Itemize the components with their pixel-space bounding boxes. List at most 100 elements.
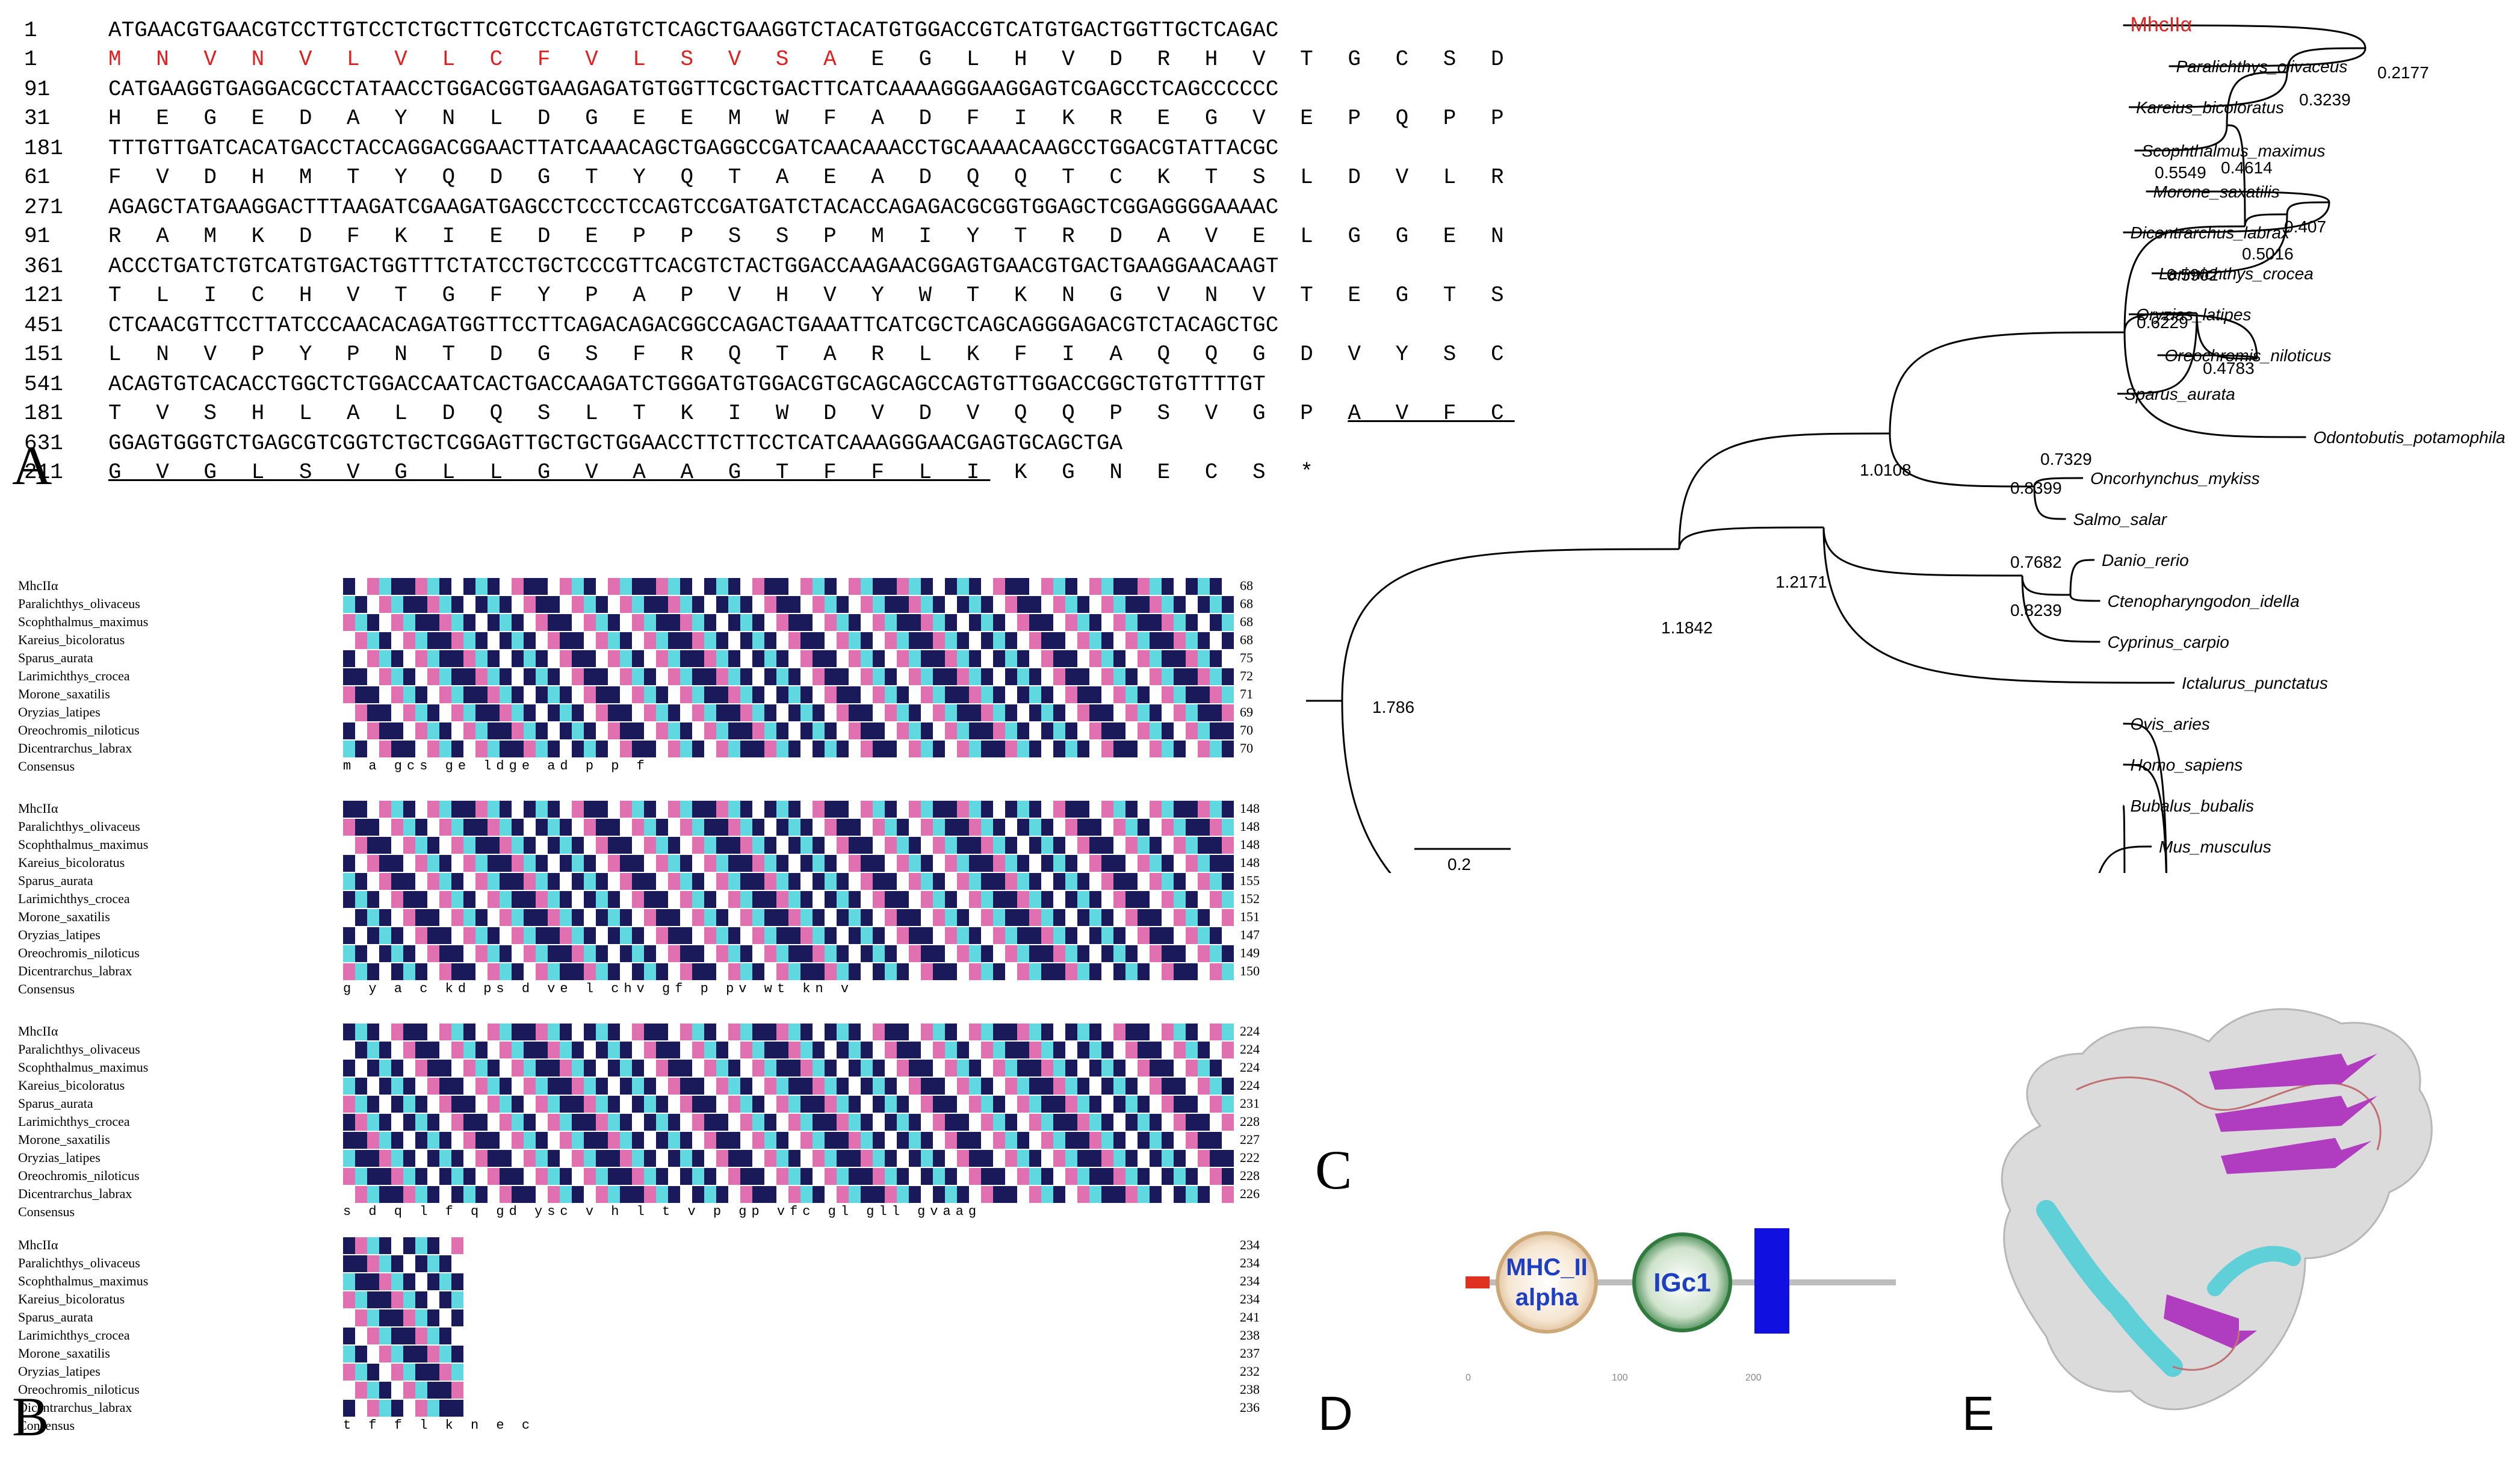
- alignment-end-position: 150: [1240, 963, 1260, 978]
- alignment-row: Dicentrarchus_labrax 70: [18, 741, 1282, 759]
- consensus-label: Consensus: [18, 1418, 75, 1433]
- seq-row: 91 CATGAAGGTGAGGACGCCTATAACCTGGACGGTGAAGA…: [24, 77, 1279, 102]
- alignment-row: Oreochromis_niloticus 228: [18, 1168, 1282, 1186]
- alignment-sequence-track: [343, 819, 1234, 836]
- tree-svg: MhcIIα Paralichthys_olivaceus Kareius_bico…: [1306, 13, 2506, 1009]
- species-name: Dicentrarchus_labrax: [18, 963, 132, 978]
- taxon-label: Odontobutis_potamophila: [2314, 428, 2506, 447]
- panel-b-alignment: MhcIIα 68 Paralichthys_olivaceus 68 Scophtha…: [0, 578, 1294, 1454]
- alignment-end-position: 236: [1240, 1400, 1260, 1415]
- alignment-row: Oryzias_latipes 222: [18, 1150, 1282, 1168]
- species-name: Oreochromis_niloticus: [18, 1168, 140, 1183]
- alignment-end-position: 149: [1240, 945, 1260, 960]
- branch-support-value: 0.4614: [2221, 158, 2273, 177]
- alignment-sequence-track: [343, 668, 1234, 685]
- taxon-label: Danio_rerio: [2102, 551, 2189, 570]
- alignment-row: Paralichthys_olivaceus 148: [18, 819, 1282, 837]
- species-name: MhcIIα: [18, 1237, 58, 1252]
- alignment-block: MhcIIα 234 Paralichthys_olivaceus 234 Scopht…: [18, 1237, 1282, 1436]
- axis-tick-100: 100: [1612, 1373, 1628, 1383]
- tree-branch: [1889, 433, 2035, 488]
- seq-row: 361 ACCCTGATCTGTCATGTGACTGGTTTCTATCCTGCTC…: [24, 254, 1279, 279]
- panel-a-sequence: 1 ATGAACGTGAACGTCCTTGTCCTCTGCTTCGTCCTCAGT…: [0, 0, 1504, 518]
- seq-row: 181 TTTGTTGATCACATGACCTACCAGGACGGAACTTATC…: [24, 136, 1279, 161]
- alignment-row: Scophthalmus_maximus 148: [18, 837, 1282, 855]
- alignment-sequence-track: [343, 1273, 463, 1290]
- seq-row: 1 ATGAACGTGAACGTCCTTGTCCTCTGCTTCGTCCTCAGT…: [24, 18, 1279, 43]
- species-name: Kareius_bicoloratus: [18, 632, 125, 647]
- alignment-row: Kareius_bicoloratus 234: [18, 1291, 1282, 1309]
- alignment-end-position: 222: [1240, 1150, 1260, 1165]
- alignment-sequence-track: [343, 1168, 1234, 1185]
- igc1-label: IGc1: [1653, 1268, 1710, 1297]
- alignment-end-position: 231: [1240, 1096, 1260, 1111]
- species-name: Larimichthys_crocea: [18, 1328, 130, 1343]
- alignment-end-position: 228: [1240, 1168, 1260, 1183]
- alignment-sequence-track: [343, 1096, 1234, 1113]
- tree-branch: [2021, 575, 2071, 596]
- alpha-helix-1: [2036, 1200, 2183, 1377]
- seq-row: 61 F V D H M T Y Q D G T Y Q T A E A D Q …: [24, 165, 1515, 190]
- alignment-row: Morone_saxatilis 237: [18, 1346, 1282, 1364]
- alignment-row: Dicentrarchus_labrax 226: [18, 1186, 1282, 1204]
- consensus-label: Consensus: [18, 1204, 75, 1219]
- species-name: Oryzias_latipes: [18, 927, 101, 942]
- alignment-end-position: 234: [1240, 1273, 1260, 1288]
- panel-label-a: A: [12, 435, 52, 496]
- alignment-sequence-track: [343, 873, 1234, 890]
- alignment-row: Scophthalmus_maximus 234: [18, 1273, 1282, 1291]
- alignment-sequence-track: [343, 1132, 1234, 1149]
- tree-branch: [2244, 213, 2288, 227]
- scale-bar-label: 0.2: [1447, 855, 1471, 873]
- alignment-end-position: 237: [1240, 1346, 1260, 1361]
- species-name: Sparus_aurata: [18, 873, 93, 888]
- alignment-row: Larimichthys_crocea 152: [18, 891, 1282, 909]
- alignment-row: MhcIIα 224: [18, 1024, 1282, 1042]
- species-name: Paralichthys_olivaceus: [18, 596, 140, 611]
- tree-branch: [2087, 845, 2152, 988]
- panel-label-e: E: [1962, 1387, 1994, 1440]
- alignment-sequence-track: [343, 1291, 463, 1308]
- alignment-end-position: 155: [1240, 873, 1260, 888]
- alignment-sequence-track: [343, 963, 1234, 980]
- mhc-ii-alpha-label-line1: MHC_II: [1506, 1254, 1588, 1281]
- coil-loop-2: [2172, 1330, 2240, 1371]
- alignment-sequence-track: [343, 1114, 1234, 1131]
- branch-support-value: 0.5902: [2167, 266, 2218, 284]
- igc1-domain: [1632, 1232, 1732, 1332]
- taxon-label: MhcIIα: [2131, 13, 2193, 36]
- alignment-end-position: 151: [1240, 909, 1260, 924]
- branch-support-value: 0.8399: [2010, 479, 2062, 497]
- species-name: Oryzias_latipes: [18, 1150, 101, 1165]
- alignment-row: Oreochromis_niloticus 238: [18, 1382, 1282, 1400]
- alignment-sequence-track: [343, 891, 1234, 908]
- alignment-end-position: 234: [1240, 1237, 1260, 1252]
- alignment-end-position: 234: [1240, 1255, 1260, 1270]
- taxon-label: Salmo_salar: [2073, 510, 2168, 529]
- branch-support-value: 0.8239: [2010, 601, 2062, 620]
- alignment-sequence-track: [343, 722, 1234, 739]
- alignment-sequence-track: [343, 1400, 463, 1417]
- branch-support-value: 0.407: [2284, 217, 2326, 236]
- taxon-label: Morone_saxatilis: [2153, 182, 2280, 201]
- seq-row: 211 G V G L S V G L L G V A A G T F F L I…: [24, 460, 1324, 485]
- mhc-ii-alpha-domain: [1496, 1231, 1598, 1334]
- panel-label-d: D: [1318, 1387, 1353, 1440]
- species-name: Oreochromis_niloticus: [18, 1382, 140, 1397]
- taxon-label: Ctenopharyngodon_idella: [2108, 592, 2300, 610]
- species-name: Sparus_aurata: [18, 1309, 93, 1325]
- alignment-row: Kareius_bicoloratus 224: [18, 1078, 1282, 1096]
- consensus-label: Consensus: [18, 981, 75, 996]
- taxon-label: Ovis_aries: [2131, 715, 2210, 733]
- beta-strand-1: [2209, 1054, 2377, 1090]
- tree-branch: [2157, 354, 2258, 359]
- consensus-row: Consensus m a gcs ge ldge ad p p f: [18, 759, 1282, 777]
- alignment-sequence-track: [343, 945, 1234, 962]
- seq-row: 31 H E G E D A Y N L D G E E M W F A D F …: [24, 106, 1515, 131]
- tree-branch: [1341, 700, 2089, 989]
- species-name: Kareius_bicoloratus: [18, 1291, 125, 1306]
- alignment-end-position: 69: [1240, 704, 1253, 719]
- alignment-end-position: 224: [1240, 1024, 1260, 1039]
- alignment-sequence-track: [343, 650, 1234, 667]
